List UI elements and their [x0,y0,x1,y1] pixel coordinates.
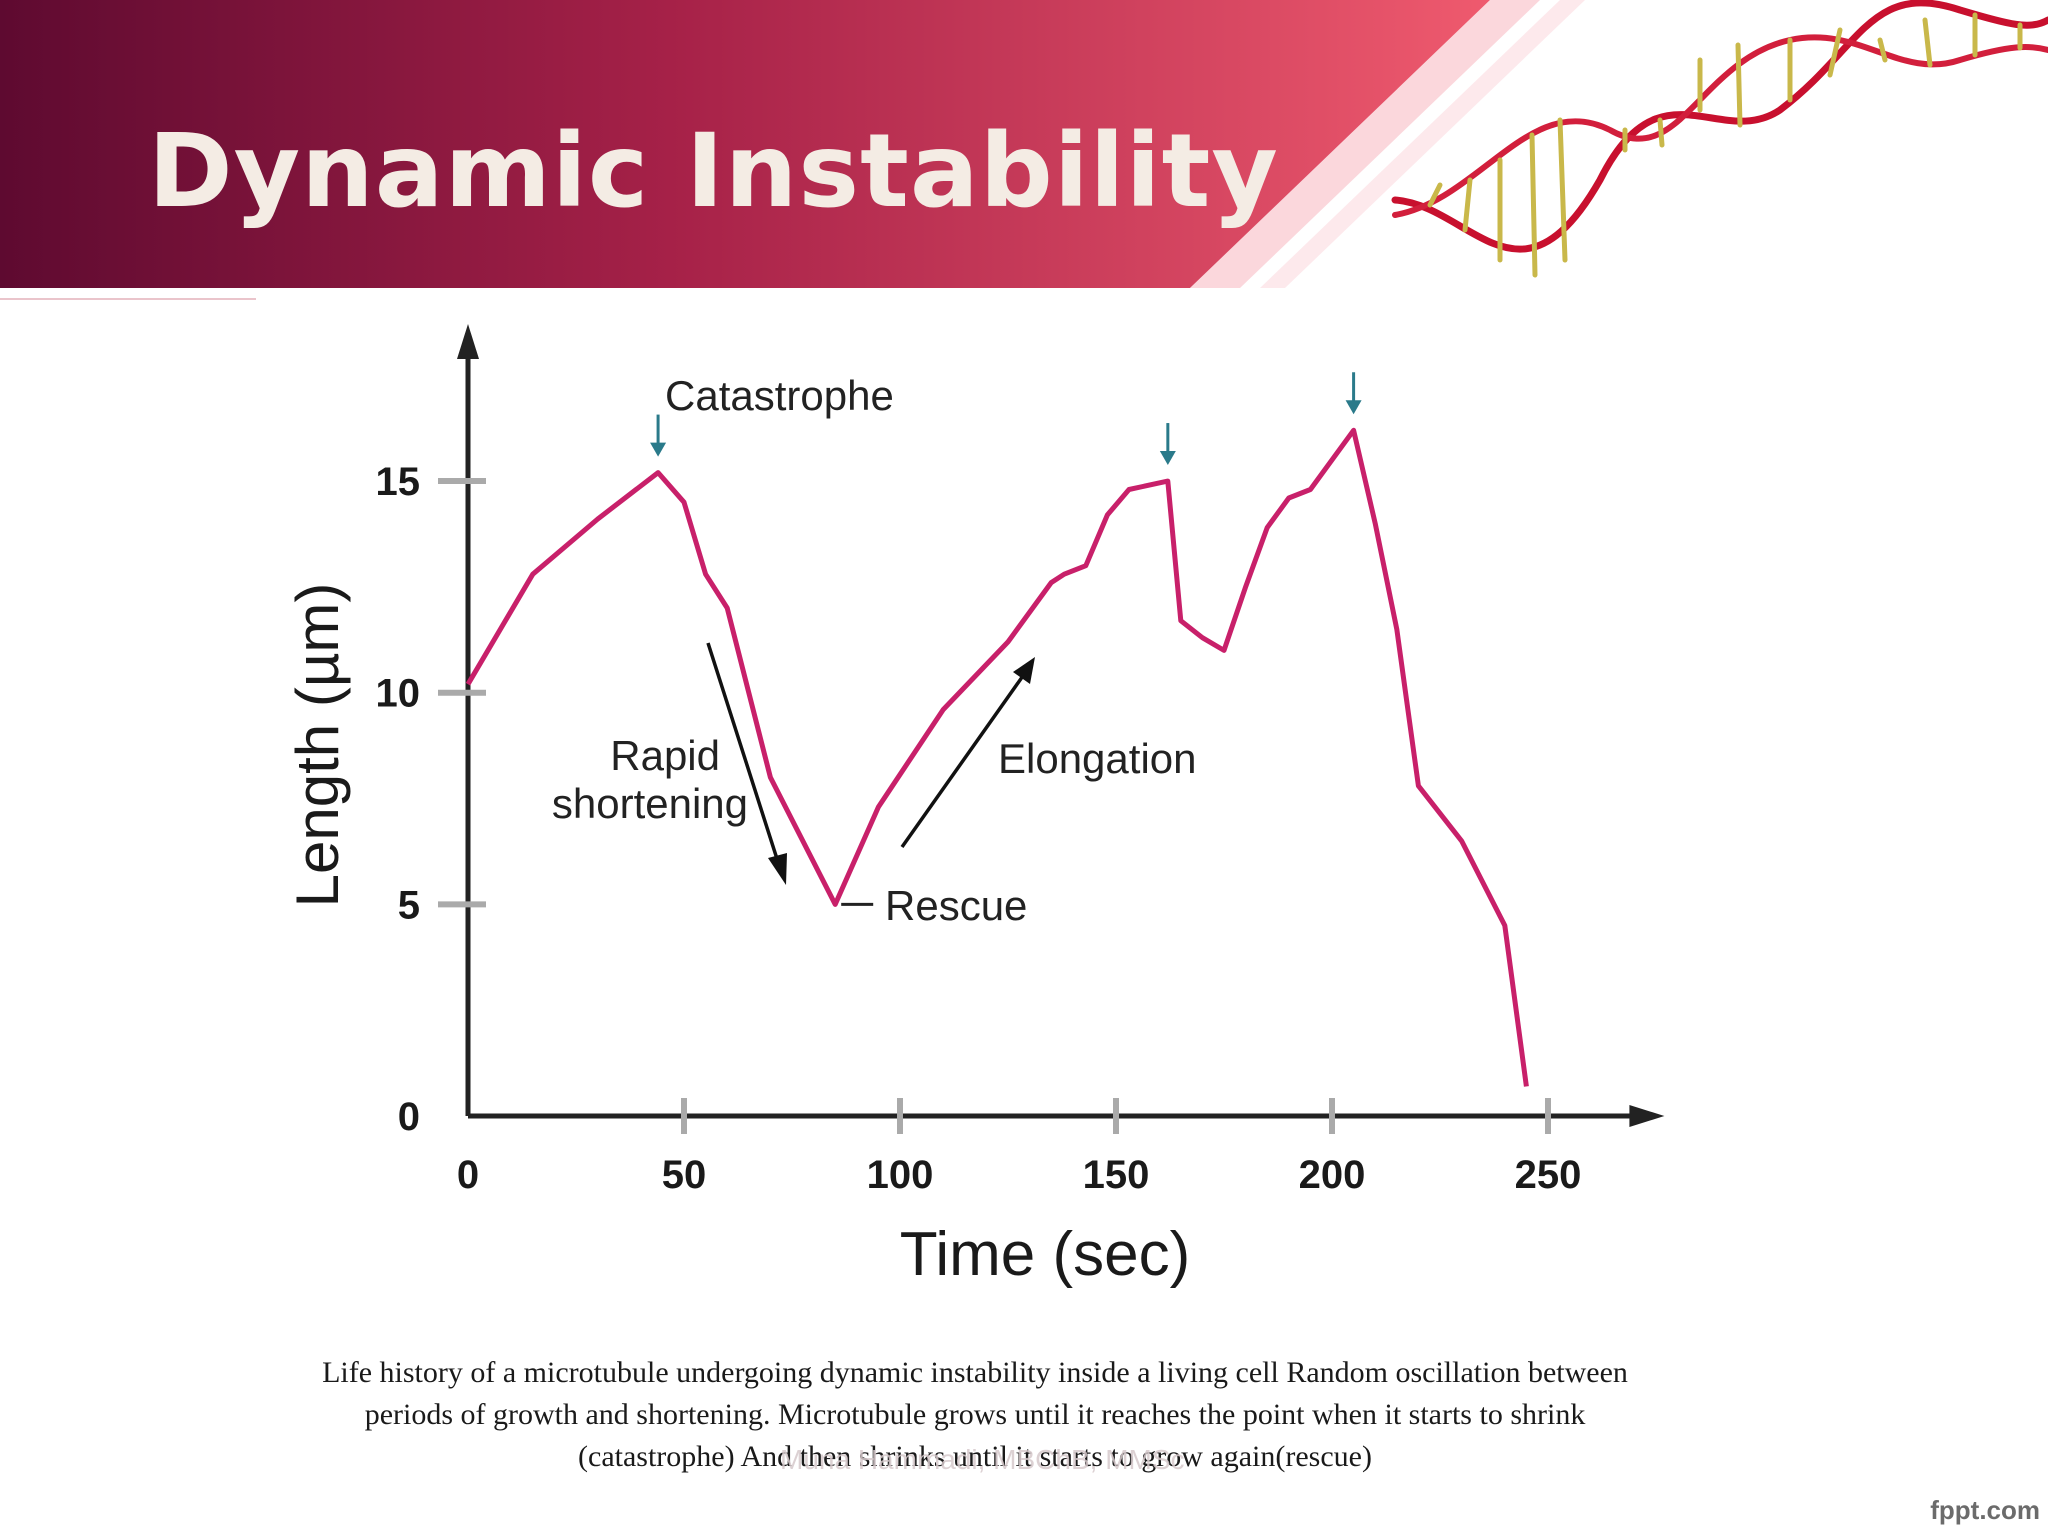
rapid-label: Rapid [610,732,720,779]
shortening-arrow [706,642,787,885]
catastrophe-markers [650,372,1362,466]
event-marker-arrowhead [650,442,667,457]
length-curve [465,427,1529,1087]
chart-axes [457,324,1665,1127]
x-tick-label: 200 [1299,1153,1366,1197]
x-tick-label: 150 [1083,1153,1150,1197]
brand-watermark: fppt.com [1930,1495,2040,1525]
title-banner [0,0,2048,300]
banner-stripe-1 [1190,0,1540,288]
x-tick-label: 100 [867,1153,934,1197]
y-tick-label: 10 [376,672,421,716]
y-axis-title: Length (µm) [284,583,351,908]
x-tick-label: 50 [662,1153,707,1197]
event-marker-arrowhead [1159,451,1176,466]
dna-helix-icon [1391,0,2048,278]
elongation-arrow [900,657,1035,849]
x-tick-label: 250 [1515,1153,1582,1197]
y-tick-label: 0 [398,1095,420,1139]
y-tick-label: 5 [398,883,420,927]
x-tick-label: 0 [457,1153,479,1197]
rescue-label: Rescue [885,882,1027,929]
figure-caption: Life history of a microtubule undergoing… [322,1356,1628,1473]
x-axis-title: Time (sec) [900,1220,1190,1289]
chart-ticks: 0 50 100 150 200 250 0 5 10 15 [376,460,1582,1197]
y-axis-arrowhead [457,324,479,360]
elongation-label: Elongation [998,735,1197,782]
catastrophe-label: Catastrophe [665,372,894,419]
slide-title: Dynamic Instability [148,112,1279,231]
event-marker-arrowhead [1345,400,1362,415]
banner-band [0,0,1490,288]
y-tick-label: 15 [376,460,421,504]
banner-stripe-2 [1260,0,1585,288]
x-axis-arrowhead [1629,1105,1665,1127]
footer-credit: Muna Hammadi, MBChB, MMSc [780,1444,1185,1475]
shortening-label: shortening [552,780,748,827]
banner-lower-bar [0,298,256,300]
